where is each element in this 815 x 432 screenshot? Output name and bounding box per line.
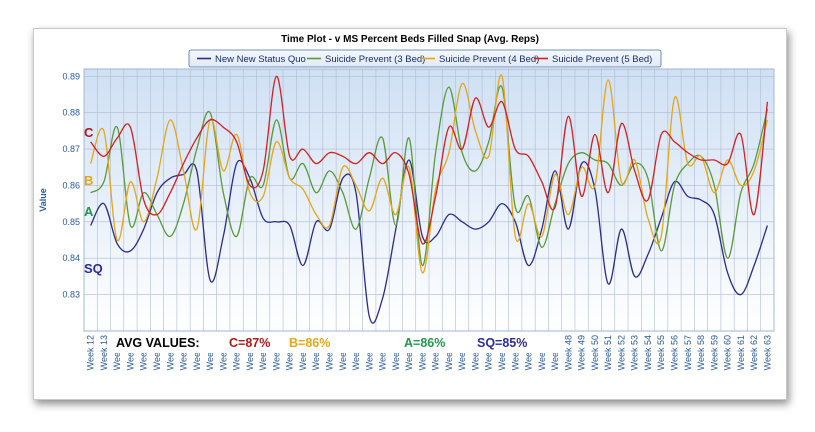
legend-entry-3: Suicide Prevent (4 Bed)	[439, 54, 539, 65]
x-tick-label: Week 63	[762, 335, 772, 370]
avg-values-label: AVG VALUES:	[116, 336, 200, 350]
y-tick-label: 0.85	[62, 217, 80, 227]
x-tick-label: Week 58	[696, 335, 706, 370]
x-tick-label: Week 50	[590, 335, 600, 370]
series-label-a: A	[84, 204, 94, 219]
y-tick-label: 0.89	[62, 71, 80, 81]
series-line-4	[90, 75, 769, 245]
x-tick-label: Week 62	[749, 335, 759, 370]
y-tick-label: 0.88	[62, 108, 80, 118]
legend-entry-4: Suicide Prevent (5 Bed)	[552, 54, 652, 65]
x-tick-label: Week 56	[669, 335, 679, 370]
series-line-2	[90, 85, 769, 267]
series-label-sq: SQ	[84, 261, 103, 276]
legend-entry-1: New New Status Quo	[215, 54, 306, 65]
x-tick-label: Week 59	[709, 335, 719, 370]
series-label-c: C	[84, 125, 94, 140]
legend: New New Status Quo Suicide Prevent (3 Bed…	[188, 49, 662, 68]
avg-value-4: SQ=85%	[477, 336, 527, 350]
x-tick-label: Week 49	[577, 335, 587, 370]
x-tick-label: Week 60	[723, 335, 733, 370]
y-tick-label: 0.83	[62, 290, 80, 300]
x-tick-label: Week 12	[86, 335, 96, 370]
annotations: C B A SQ AVG VALUES: C=87% B=86% A=86% SQ=85%	[84, 125, 564, 353]
series-label-b: B	[84, 173, 93, 188]
x-tick-label: Week 53	[630, 335, 640, 370]
series-lines	[89, 74, 769, 324]
x-tick-label: Week 13	[99, 335, 109, 370]
y-tick-label: 0.87	[62, 144, 80, 154]
avg-value-3: A=86%	[404, 336, 445, 350]
x-tick-label: Week 57	[683, 335, 693, 370]
avg-value-2: B=86%	[289, 336, 330, 350]
avg-value-1: C=87%	[229, 336, 270, 350]
series-line-3	[89, 74, 769, 274]
legend-entry-2: Suicide Prevent (3 Bed)	[325, 54, 425, 65]
x-tick-label: Week 54	[643, 335, 653, 370]
y-axis-ticks: 0.83 0.84 0.85 0.86 0.87 0.88 0.89	[62, 71, 80, 299]
avg-values-box	[109, 333, 564, 353]
x-tick-label: Week 55	[656, 335, 666, 370]
y-tick-label: 0.86	[62, 180, 80, 190]
x-tick-label: Week 48	[563, 335, 573, 370]
y-tick-label: 0.84	[62, 253, 80, 263]
x-tick-label: Week 52	[616, 335, 626, 370]
chart-title: Time Plot - v MS Percent Beds Filled Sna…	[281, 34, 539, 45]
series-line-1	[90, 159, 769, 324]
chart-frame: Time Plot - v MS Percent Beds Filled Sna…	[33, 28, 787, 400]
x-tick-label: Week 51	[603, 335, 613, 370]
x-tick-label: Week 61	[736, 335, 746, 370]
line-chart: Time Plot - v MS Percent Beds Filled Sna…	[38, 34, 775, 370]
y-axis-label: Value	[38, 188, 48, 212]
